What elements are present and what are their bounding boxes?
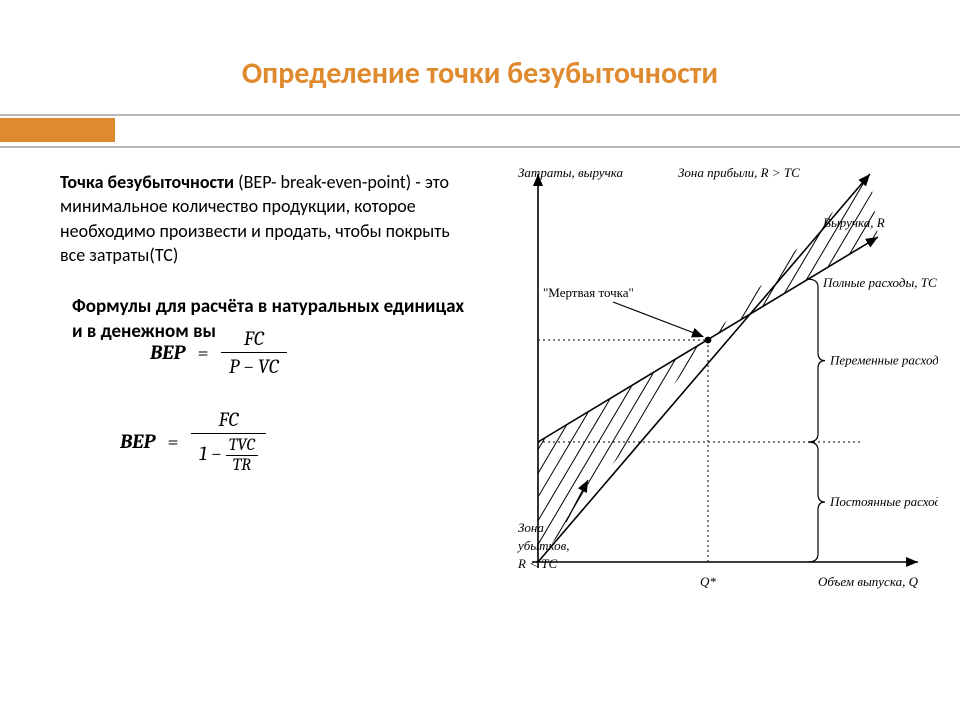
f2-den: 1 − TVC TR [191, 433, 266, 475]
svg-text:Полные расходы, TC: Полные расходы, TC [822, 275, 937, 290]
svg-text:Q*: Q* [700, 574, 716, 589]
f1-den: P − VC [221, 352, 287, 378]
f2-sub-den: TR [226, 455, 258, 475]
svg-text:Выручка, R: Выручка, R [823, 215, 885, 230]
f1-lhs: BEP [150, 341, 185, 364]
accent-bar [0, 118, 115, 142]
f1-eq: = [190, 341, 217, 364]
svg-text:убытков,: убытков, [516, 538, 569, 553]
svg-text:Переменные расходы, VC: Переменные расходы, VC [829, 353, 938, 368]
content-row: Точка безубыточности (BEP- break-even-po… [0, 110, 960, 505]
f2-eq: = [160, 430, 187, 453]
left-column: Точка безубыточности (BEP- break-even-po… [60, 170, 468, 505]
f2-lhs: BEP [120, 430, 155, 453]
f2-sub-num: TVC [226, 436, 258, 455]
term-bep: (BEP- break-even-point) [238, 171, 411, 193]
divider-bottom [0, 146, 960, 148]
break-even-chart: Затраты, выручка Зона прибыли, R > TC Выру… [478, 162, 938, 602]
formula-2: BEP = FC 1 − TVC TR [120, 408, 468, 475]
f1-frac: FC P − VC [221, 327, 287, 378]
svg-text:Объем выпуска, Q: Объем выпуска, Q [818, 574, 919, 589]
f2-frac: FC 1 − TVC TR [191, 408, 266, 475]
f2-den-outer: 1 − [199, 442, 221, 465]
svg-text:Зона прибыли, R > TC: Зона прибыли, R > TC [678, 165, 800, 180]
svg-text:Постоянные расходы, FC: Постоянные расходы, FC [829, 494, 938, 509]
f2-subfrac: TVC TR [226, 436, 258, 475]
term-heading: Точка безубыточности [60, 171, 234, 193]
svg-text:"Мертвая точка": "Мертвая точка" [543, 285, 634, 300]
f2-num: FC [191, 408, 266, 433]
svg-text:R < TC: R < TC [517, 556, 557, 571]
right-column: Затраты, выручкаЗона прибыли, R > TCВыру… [468, 170, 928, 505]
f1-num: FC [221, 327, 287, 352]
divider-top [0, 114, 960, 116]
svg-text:Зона: Зона [518, 520, 544, 535]
formula-area: BEP = FC P − VC BEP = FC 1 − TVC TR [60, 327, 468, 475]
definition-block: Точка безубыточности (BEP- break-even-po… [60, 170, 468, 267]
svg-text:Затраты, выручка: Затраты, выручка [518, 165, 624, 180]
page-title: Определение точки безубыточности [0, 0, 960, 110]
formula-1: BEP = FC P − VC [150, 327, 468, 378]
